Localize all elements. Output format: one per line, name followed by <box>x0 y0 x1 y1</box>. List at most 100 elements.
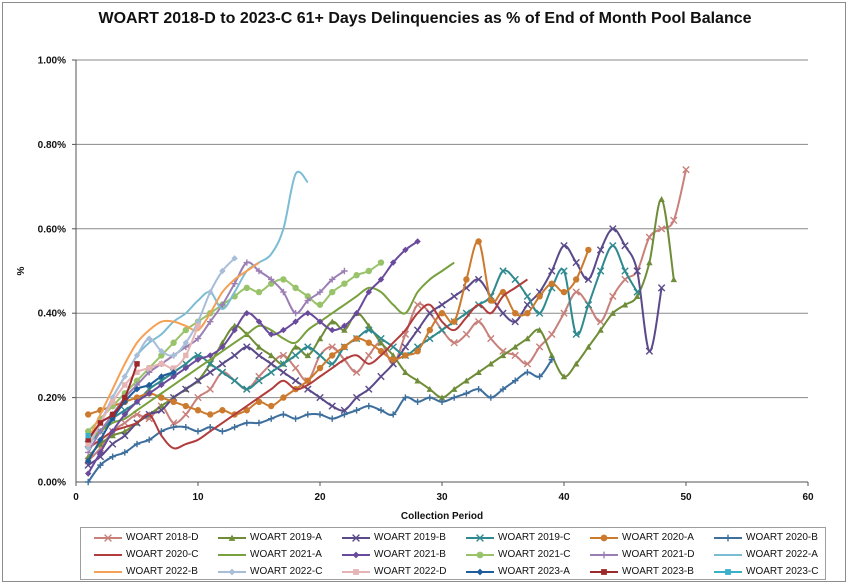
data-point <box>596 267 605 275</box>
x-axis-label: Collection Period <box>401 511 483 522</box>
data-point <box>512 377 519 384</box>
data-point <box>206 368 214 376</box>
data-point <box>402 369 409 375</box>
legend-item: WOART 2021-C <box>465 546 570 563</box>
series-line-woart-2019-c <box>87 244 639 445</box>
y-axis-label: % <box>16 266 27 275</box>
data-point <box>670 216 678 225</box>
legend-label: WOART 2023-C <box>746 566 819 577</box>
data-point <box>231 280 238 287</box>
data-point <box>390 352 397 359</box>
data-point <box>255 419 263 427</box>
data-point <box>535 309 544 317</box>
legend-label: WOART 2020-A <box>622 532 694 543</box>
data-point <box>291 377 300 385</box>
data-point <box>255 318 263 325</box>
data-point <box>438 326 446 334</box>
data-point <box>365 385 373 393</box>
data-point <box>146 365 152 371</box>
data-point <box>133 394 141 401</box>
data-point <box>97 420 104 426</box>
data-point <box>85 478 92 486</box>
legend-marker <box>601 568 607 575</box>
data-point <box>316 364 324 372</box>
data-point <box>170 373 177 380</box>
data-point <box>194 335 202 342</box>
legend-swatch <box>218 553 246 556</box>
legend-swatch <box>94 570 122 573</box>
data-point <box>280 326 287 334</box>
data-point <box>353 310 360 317</box>
data-point <box>109 453 116 460</box>
data-point <box>621 301 629 308</box>
data-point <box>157 406 166 414</box>
data-point <box>280 411 287 418</box>
data-point <box>268 402 275 410</box>
data-point <box>341 343 348 351</box>
data-point <box>85 411 92 418</box>
data-point <box>304 352 311 359</box>
series-woart-2021-b <box>85 238 421 477</box>
data-point <box>548 280 555 287</box>
data-point <box>377 339 385 346</box>
legend-label: WOART 2020-B <box>746 532 818 543</box>
legend: WOART 2018-D WOART 2019-A WOART 2019-B WOAR… <box>80 527 826 580</box>
legend-swatch <box>714 568 742 575</box>
data-point <box>291 351 300 360</box>
data-point <box>316 335 324 342</box>
data-point <box>316 301 324 308</box>
data-point <box>353 407 360 414</box>
data-point <box>182 364 189 372</box>
data-point <box>279 360 288 368</box>
data-point <box>328 343 336 351</box>
data-point <box>414 377 421 384</box>
data-point <box>207 411 214 418</box>
legend-marker <box>476 551 484 558</box>
data-point <box>451 385 458 392</box>
legend-marker <box>352 551 360 558</box>
data-point <box>390 356 397 363</box>
legend-marker <box>353 568 359 575</box>
data-point <box>219 343 226 351</box>
legend-swatch <box>94 533 122 542</box>
legend-label: WOART 2022-A <box>746 549 818 560</box>
data-point <box>365 351 373 360</box>
data-point <box>609 292 617 301</box>
legend-swatch <box>94 553 122 556</box>
series-woart-2023-b <box>85 361 140 443</box>
data-point <box>487 297 494 304</box>
legend-label: WOART 2019-B <box>374 532 446 543</box>
legend-item: WOART 2022-D <box>341 563 446 580</box>
data-point <box>85 432 91 439</box>
data-point <box>243 259 250 266</box>
legend-swatch <box>218 568 246 575</box>
data-point <box>304 411 311 418</box>
data-point <box>682 166 690 174</box>
legend-marker <box>724 534 732 541</box>
data-point <box>438 310 446 317</box>
legend-label: WOART 2023-B <box>622 566 694 577</box>
data-point <box>633 288 641 296</box>
legend-label: WOART 2018-D <box>126 532 199 543</box>
data-point <box>268 352 275 359</box>
data-point <box>292 284 299 292</box>
data-point <box>536 293 543 300</box>
data-point <box>536 326 543 333</box>
data-point <box>182 402 189 410</box>
data-point <box>634 293 641 300</box>
data-point <box>462 330 471 338</box>
data-point <box>170 423 177 431</box>
data-point <box>182 423 189 431</box>
data-point <box>243 385 251 393</box>
data-point <box>450 292 458 301</box>
data-point <box>524 335 531 342</box>
data-point <box>97 449 104 456</box>
series-line-woart-2021-a <box>87 261 455 441</box>
data-point <box>291 364 300 372</box>
data-point <box>329 352 336 359</box>
series-line-woart-2021-b <box>87 240 419 475</box>
data-point <box>108 440 117 448</box>
data-point <box>584 301 593 309</box>
data-point <box>194 356 202 363</box>
data-point <box>450 339 458 347</box>
